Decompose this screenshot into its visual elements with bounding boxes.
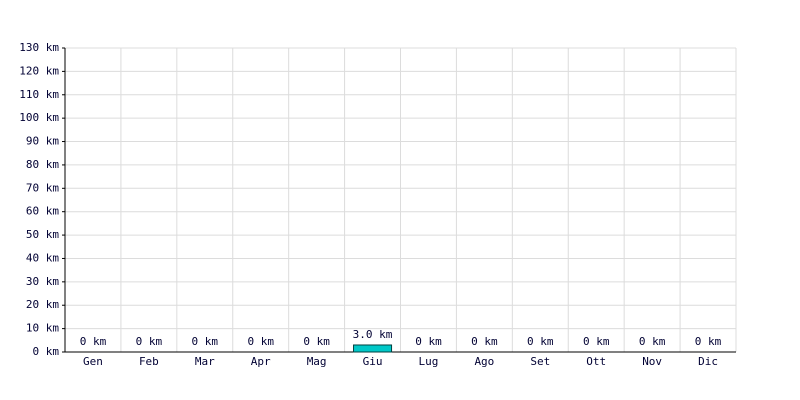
x-tick-label: Gen bbox=[83, 355, 103, 368]
value-label: 0 km bbox=[136, 335, 163, 348]
y-tick-label: 30 km bbox=[26, 275, 59, 288]
y-tick-label: 60 km bbox=[26, 205, 59, 218]
y-tick-label: 70 km bbox=[26, 181, 59, 194]
y-tick-label: 110 km bbox=[19, 88, 59, 101]
y-tick-label: 20 km bbox=[26, 298, 59, 311]
y-tick-label: 130 km bbox=[19, 41, 59, 54]
y-tick-label: 10 km bbox=[26, 322, 59, 335]
y-tick-label: 40 km bbox=[26, 251, 59, 264]
value-label: 0 km bbox=[527, 335, 554, 348]
x-tick-label: Lug bbox=[419, 355, 439, 368]
value-label: 0 km bbox=[303, 335, 330, 348]
y-tick-label: 50 km bbox=[26, 228, 59, 241]
x-tick-label: Ago bbox=[474, 355, 494, 368]
value-label: 0 km bbox=[247, 335, 274, 348]
x-tick-label: Apr bbox=[251, 355, 271, 368]
value-label: 0 km bbox=[639, 335, 666, 348]
x-tick-label: Set bbox=[530, 355, 550, 368]
value-label: 0 km bbox=[471, 335, 498, 348]
x-tick-label: Mag bbox=[307, 355, 327, 368]
value-label: 0 km bbox=[583, 335, 610, 348]
y-tick-label: 100 km bbox=[19, 111, 59, 124]
y-tick-label: 80 km bbox=[26, 158, 59, 171]
y-tick-label: 120 km bbox=[19, 64, 59, 77]
value-label: 0 km bbox=[695, 335, 722, 348]
y-tick-label: 90 km bbox=[26, 135, 59, 148]
x-tick-label: Ott bbox=[586, 355, 606, 368]
value-label: 0 km bbox=[192, 335, 219, 348]
x-tick-label: Dic bbox=[698, 355, 718, 368]
x-tick-label: Mar bbox=[195, 355, 215, 368]
x-tick-label: Nov bbox=[642, 355, 662, 368]
x-tick-label: Feb bbox=[139, 355, 159, 368]
value-label: 0 km bbox=[80, 335, 107, 348]
y-tick-label: 0 km bbox=[33, 345, 60, 358]
bar bbox=[353, 344, 393, 353]
value-label: 0 km bbox=[415, 335, 442, 348]
x-tick-label: Giu bbox=[363, 355, 383, 368]
value-label: 3.0 km bbox=[353, 328, 393, 341]
